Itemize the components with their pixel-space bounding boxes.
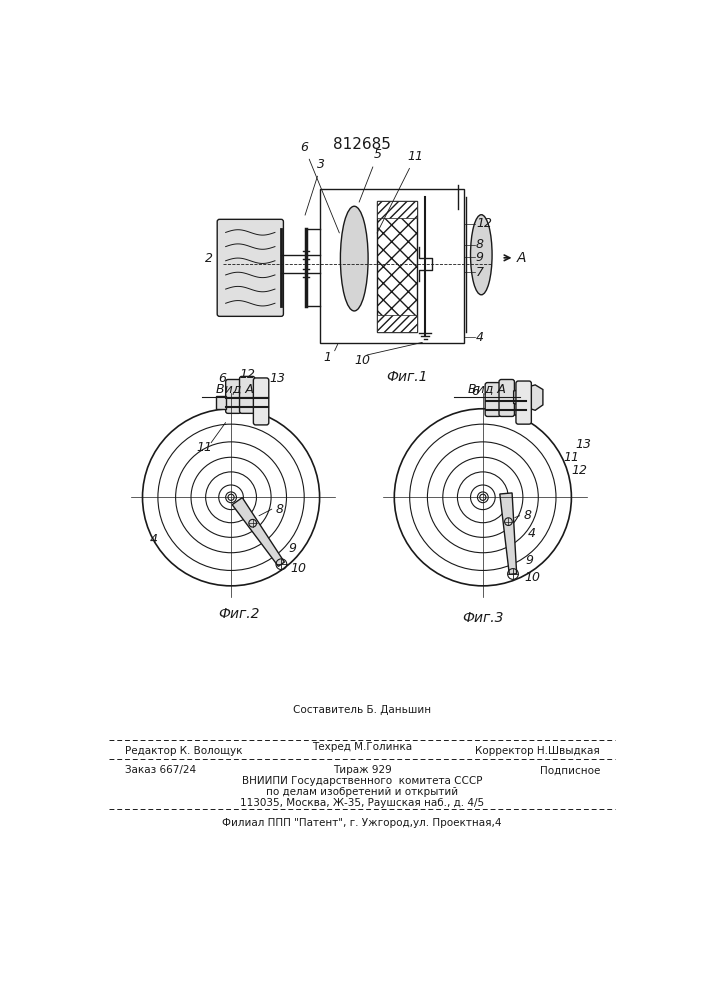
Text: 8: 8: [476, 238, 484, 251]
Text: 1: 1: [323, 351, 332, 364]
Text: 6: 6: [218, 372, 226, 385]
Polygon shape: [500, 493, 517, 574]
Text: Вид А: Вид А: [216, 382, 254, 395]
Text: Корректор Н.Швыдкая: Корректор Н.Швыдкая: [475, 746, 600, 756]
Text: 13: 13: [575, 438, 591, 451]
Text: 812685: 812685: [333, 137, 391, 152]
Text: 9: 9: [526, 554, 534, 567]
Ellipse shape: [471, 215, 492, 295]
Text: 4: 4: [476, 331, 484, 344]
Text: 6: 6: [471, 385, 479, 398]
FancyBboxPatch shape: [516, 381, 532, 424]
Text: 2: 2: [205, 252, 214, 265]
Text: 4: 4: [527, 527, 535, 540]
Text: Подписное: Подписное: [539, 765, 600, 775]
Text: Тираж 929: Тираж 929: [332, 765, 392, 775]
FancyBboxPatch shape: [240, 376, 255, 413]
Text: по делам изобретений и открытий: по делам изобретений и открытий: [266, 787, 458, 797]
Polygon shape: [514, 385, 543, 410]
Text: Вид А: Вид А: [468, 382, 506, 395]
Bar: [378, 315, 417, 332]
Text: Филиал ППП "Патент", г. Ужгород,ул. Проектная,4: Филиал ППП "Патент", г. Ужгород,ул. Прое…: [222, 818, 502, 828]
Text: 113035, Москва, Ж-35, Раушская наб., д. 4/5: 113035, Москва, Ж-35, Раушская наб., д. …: [240, 798, 484, 808]
Text: 8: 8: [276, 503, 284, 516]
Text: Редактор К. Волощук: Редактор К. Волощук: [125, 746, 243, 756]
Polygon shape: [232, 498, 284, 566]
Text: 10: 10: [354, 354, 370, 367]
Text: Фиг.3: Фиг.3: [462, 611, 503, 625]
Text: 11: 11: [377, 150, 423, 233]
Text: 13: 13: [269, 372, 285, 385]
Text: Техред М.Голинка: Техред М.Голинка: [312, 742, 412, 752]
Text: 4: 4: [150, 533, 158, 546]
FancyBboxPatch shape: [499, 379, 515, 416]
Bar: [216, 396, 226, 409]
Text: 10: 10: [291, 562, 306, 575]
Text: ВНИИПИ Государственного  комитета СССР: ВНИИПИ Государственного комитета СССР: [242, 776, 482, 786]
Ellipse shape: [340, 206, 368, 311]
Text: 6: 6: [300, 141, 339, 233]
Text: 7: 7: [476, 266, 484, 279]
Text: 9: 9: [476, 251, 484, 264]
Text: Фиг.1: Фиг.1: [387, 370, 428, 384]
Text: 11: 11: [563, 451, 580, 464]
Bar: [378, 201, 417, 332]
Text: 5: 5: [359, 148, 382, 202]
Text: 3: 3: [305, 158, 325, 215]
Text: 12: 12: [476, 217, 492, 230]
Bar: [320, 189, 464, 343]
Text: 11: 11: [196, 441, 212, 454]
Text: 9: 9: [289, 542, 297, 555]
Text: Фиг.2: Фиг.2: [218, 607, 259, 621]
FancyBboxPatch shape: [226, 379, 241, 413]
FancyBboxPatch shape: [217, 219, 284, 316]
Bar: [378, 201, 417, 218]
Text: A: A: [517, 251, 526, 265]
Text: 12: 12: [239, 368, 255, 381]
FancyBboxPatch shape: [253, 378, 269, 425]
Text: 10: 10: [524, 571, 540, 584]
Text: Составитель Б. Даньшин: Составитель Б. Даньшин: [293, 705, 431, 715]
Text: Заказ 667/24: Заказ 667/24: [125, 765, 196, 775]
Text: 8: 8: [524, 509, 532, 522]
FancyBboxPatch shape: [485, 383, 501, 416]
Text: 12: 12: [571, 464, 588, 477]
